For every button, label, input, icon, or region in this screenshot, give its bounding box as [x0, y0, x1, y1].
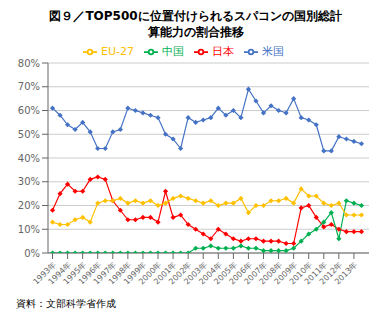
svg-text:10%: 10%	[18, 224, 40, 235]
svg-text:70%: 70%	[18, 81, 40, 92]
svg-text:0%: 0%	[24, 248, 40, 259]
svg-text:1999年: 1999年	[122, 260, 149, 287]
svg-text:30%: 30%	[18, 176, 40, 187]
svg-text:2002年: 2002年	[167, 260, 194, 287]
svg-text:1994年: 1994年	[46, 260, 73, 287]
html-text:日本: 日本	[212, 45, 234, 58]
svg-text:50%: 50%	[18, 129, 40, 140]
svg-text:2006年: 2006年	[227, 260, 254, 287]
svg-text:2003年: 2003年	[182, 260, 209, 287]
svg-text:1998年: 1998年	[106, 260, 134, 287]
svg-text:40%: 40%	[18, 153, 40, 164]
svg-text:2009年: 2009年	[272, 260, 300, 287]
html-text:図９／TOP500に位置付けられるスパコンの国別総計: 図９／TOP500に位置付けられるスパコンの国別総計	[49, 9, 342, 23]
svg-text:2011年: 2011年	[302, 260, 330, 287]
svg-text:60%: 60%	[18, 105, 40, 116]
html-text:資料：文部科学省作成: 資料：文部科学省作成	[16, 298, 116, 309]
svg-text:2000年: 2000年	[137, 260, 164, 287]
svg-text:2012年: 2012年	[317, 260, 345, 287]
svg-text:2004年: 2004年	[197, 260, 224, 287]
svg-text:1993年: 1993年	[31, 260, 58, 287]
svg-text:2005年: 2005年	[212, 260, 239, 287]
html-text:中国: 中国	[162, 45, 184, 58]
svg-text:20%: 20%	[18, 200, 40, 211]
svg-text:1997年: 1997年	[91, 260, 119, 287]
html-text:EU-27: EU-27	[101, 45, 134, 58]
html-text:米国: 米国	[262, 45, 284, 58]
svg-text:2001年: 2001年	[152, 260, 179, 287]
svg-text:80%: 80%	[18, 58, 40, 69]
svg-text:2013年: 2013年	[333, 260, 359, 286]
svg-text:2008年: 2008年	[257, 260, 284, 287]
html-text:算能力の割合推移: 算能力の割合推移	[147, 25, 244, 39]
svg-text:2007年: 2007年	[242, 260, 269, 287]
svg-text:2010年: 2010年	[287, 260, 315, 287]
svg-text:1996年: 1996年	[76, 260, 104, 287]
svg-text:1995年: 1995年	[61, 260, 89, 287]
